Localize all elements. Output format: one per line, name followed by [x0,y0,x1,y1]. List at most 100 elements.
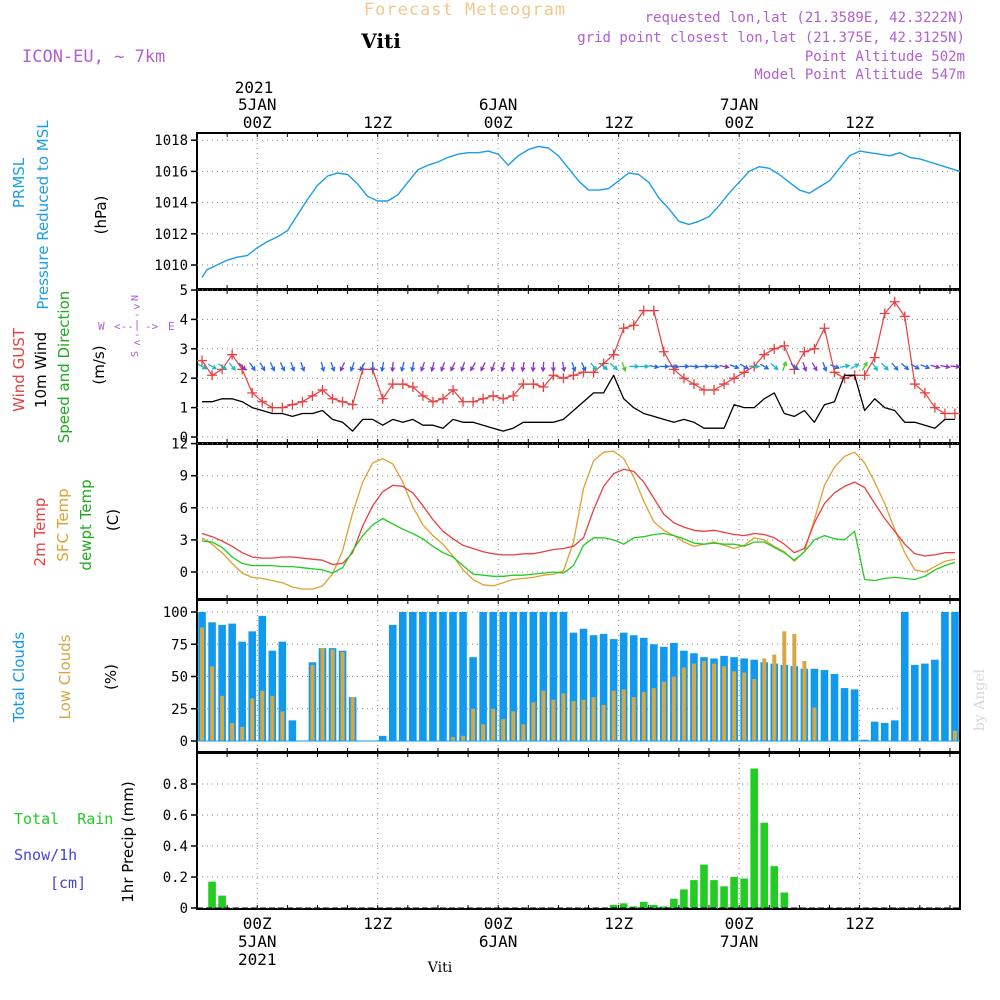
total-clouds-bar [489,612,497,741]
temp-ytick-label: 6 [180,501,188,517]
svg-text:-: - [134,308,141,321]
wind-arrow-shaft [739,363,749,370]
wind-arrow-head [734,364,740,370]
temp-unit-label: (C) [104,509,122,531]
low-clouds-bar [541,690,546,741]
wind-gust-point [628,320,639,331]
total-clouds-bar [218,624,226,741]
wind-gust-point [889,296,900,307]
precip-ytick-label: 0.4 [163,839,188,855]
wind-arrow-shaft [330,361,335,371]
wind-arrow-head [581,366,587,372]
wind-arrow-head [330,366,336,372]
total-clouds-bar [890,720,899,741]
wind-arrow-head [440,366,445,372]
temp2m-line [201,468,955,566]
wind-arrow-shaft [269,362,275,371]
wind-arrow-head [744,364,750,370]
wind-arrow-head [359,366,365,372]
rain-bar [619,903,628,908]
wind-gust-point [678,373,689,384]
total-clouds-bar [388,624,397,741]
wind-arrow-shaft [950,365,960,368]
compass-west: W [98,320,105,333]
low-clouds-bar [561,693,566,741]
low-clouds-bar [340,651,345,741]
wind-direction-arrow [770,363,779,371]
pressure-panel: 1010 1012 1014 1016 1018 [154,132,961,290]
wind-gust-point [729,373,740,384]
low-clouds-bar [661,681,666,741]
wind-gust-point [759,349,770,360]
clouds-ytick-label: 100 [163,605,188,621]
clouds-ytick-label: 0 [180,734,188,750]
total-clouds-bar [840,688,849,741]
wind-arrow-shaft [590,362,597,371]
snow-unit-label: [cm] [50,874,86,892]
wind-direction-arrow [228,362,236,371]
dewpt-temp-line [201,517,956,582]
total-clouds-bar [870,721,879,741]
wind-direction-arrow [269,362,276,372]
wind-arrow-head [634,363,640,369]
low-clouds-bar [481,724,486,741]
wind-gust-point [528,379,539,390]
wind-direction-arrow [470,362,476,372]
temp2m-label: 2m Temp [31,498,49,567]
wind-arrow-shaft [450,362,456,371]
rain-bar [639,901,648,908]
low-clouds-bar [471,708,476,741]
wind-ytick-label: 5 [180,283,188,299]
wind-arrow-head [834,364,841,370]
wind-arrow-shaft [729,364,739,369]
wind-arrow-shaft [920,364,930,369]
wind-gust-point [437,393,448,404]
total-clouds-bar [589,635,598,741]
wind-direction-arrow [490,361,496,372]
top-day-label: 6JAN [479,95,518,114]
wind-direction-arrow [238,362,247,371]
wind-labels: Wind GUST 10m Wind Speed and Direction (… [10,291,175,444]
wind-direction-arrow [669,364,680,370]
wind-direction-arrow [782,360,788,371]
wind-arrow-shaft [420,361,426,371]
wind-arrow-shaft [669,365,679,368]
low-clouds-bar [812,707,817,741]
wind-gust-point [779,340,790,351]
rain-bar [710,880,718,908]
low-clouds-bar [782,631,787,741]
wind-arrow-shaft [491,361,496,371]
precip-ytick-label: 0.2 [163,870,188,886]
total-clouds-bar [228,623,236,741]
low-clouds-bar [461,735,466,741]
wind-gust-point [478,393,489,404]
low-clouds-bar [551,699,556,741]
wind-arrow-head [530,366,536,373]
total-clouds-bar [248,631,257,741]
low-clouds-bar [742,672,747,741]
total-clouds-bar [880,722,889,741]
wind-arrow-head [812,366,818,372]
rain-bar [760,822,769,908]
wind-gust-point [277,402,288,413]
total-clouds-bar [499,612,508,741]
model-altitude: Model Point Altitude 547m [754,67,965,83]
low-clouds-bar [952,730,957,741]
low-clouds-bar [681,667,686,741]
point-altitude: Point Altitude 502m [805,49,965,65]
wind-arrow-head [854,363,860,368]
wind-arrow-head [802,366,808,372]
wind-arrow-shaft [320,361,325,371]
low-clouds-bar [531,702,536,741]
low-clouds-bar [792,633,797,741]
wind-arrow-shaft [802,361,807,371]
wind-arrow-head [290,366,296,372]
wind-arrow-shaft [850,363,859,370]
sfc-temp-label: SFC Temp [54,488,72,561]
wind-gust-point [939,408,950,419]
wind-gust-point [859,370,870,381]
wind-arrow-head [863,361,868,367]
temp-ytick-label: 3 [180,533,188,549]
wind-ytick-label: 3 [180,342,188,358]
wind-direction-arrow [330,361,336,372]
